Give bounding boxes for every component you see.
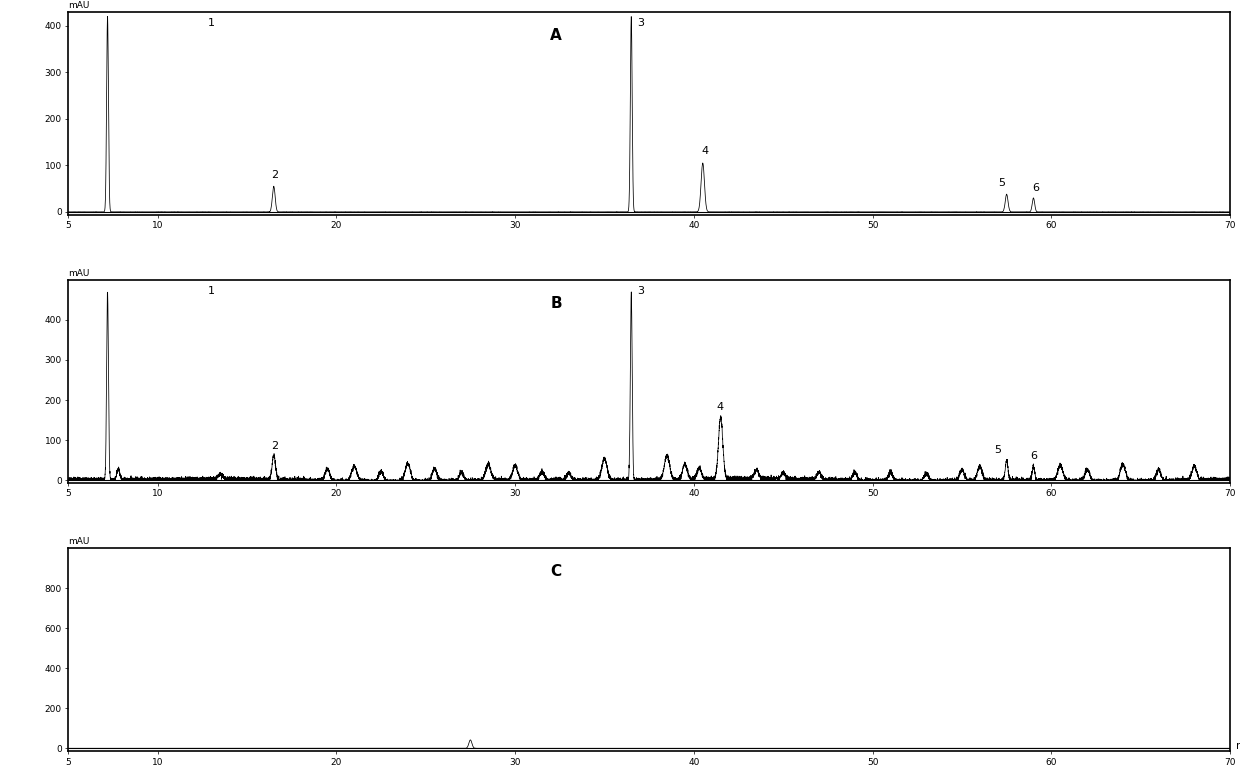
Text: 6: 6: [1030, 451, 1037, 461]
Text: B: B: [551, 296, 562, 311]
Text: 2: 2: [272, 440, 279, 451]
Text: 6: 6: [1033, 183, 1039, 193]
Text: mAU: mAU: [68, 1, 89, 9]
Text: 5: 5: [994, 444, 1001, 455]
Text: C: C: [551, 565, 562, 580]
Text: A: A: [551, 28, 562, 43]
Text: 4: 4: [717, 402, 724, 412]
Text: mAU: mAU: [68, 269, 89, 278]
Text: min: min: [1236, 741, 1240, 751]
Text: 3: 3: [637, 286, 645, 296]
Text: 4: 4: [702, 146, 708, 156]
Text: 1: 1: [207, 18, 215, 28]
Text: mAU: mAU: [68, 537, 89, 546]
Text: 1: 1: [207, 286, 215, 296]
Text: 3: 3: [637, 18, 645, 28]
Text: 2: 2: [272, 170, 279, 180]
Text: 5: 5: [998, 179, 1004, 188]
